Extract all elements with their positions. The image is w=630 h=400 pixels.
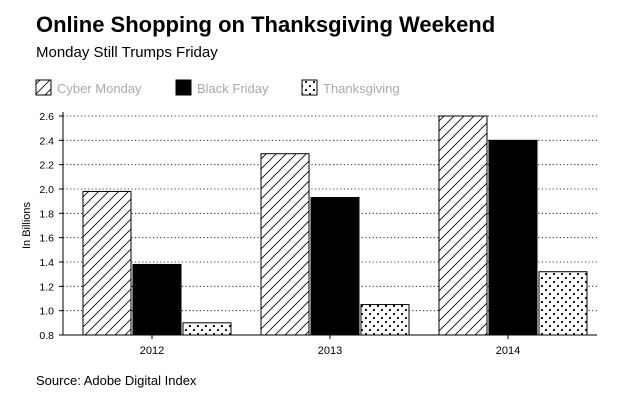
chart-legend: Cyber Monday Black Friday Thanksgiving — [35, 79, 400, 96]
bar-2012-thanksgiving — [182, 322, 232, 336]
bar-2014-black-friday — [488, 139, 538, 336]
y-axis-title: In Billions — [21, 201, 33, 249]
axes: 0.8 1.0 1.2 1.4 1.6 1.8 2.0 2.2 2.4 2.6 2012 2013 20… — [21, 111, 597, 357]
y-tick-label: 1.6 — [39, 233, 54, 245]
y-tick-label: 2.6 — [39, 111, 54, 123]
legend-swatch-black-friday — [175, 79, 192, 96]
y-tick-label: 2.0 — [39, 184, 54, 196]
x-tick-label: 2014 — [496, 345, 520, 357]
legend-label-thanksgiving: Thanksgiving — [323, 81, 400, 96]
x-tick-label: 2013 — [318, 345, 342, 357]
legend-swatch-thanksgiving — [301, 79, 318, 96]
legend-label-black-friday: Black Friday — [197, 81, 269, 96]
y-tick-label: 1.4 — [39, 257, 54, 269]
legend-label-cyber-monday: Cyber Monday — [57, 81, 142, 96]
bar-2014-cyber-monday — [438, 115, 488, 336]
y-tick-label: 1.0 — [39, 306, 54, 318]
y-tick-label: 2.4 — [39, 135, 54, 147]
bar-2014-thanksgiving — [538, 271, 588, 336]
y-tick-label: 1.2 — [39, 281, 54, 293]
y-tick-label: 2.2 — [39, 160, 54, 172]
legend-swatch-cyber-monday — [35, 79, 52, 96]
bar-2012-cyber-monday — [82, 190, 132, 336]
x-tick-label: 2012 — [140, 345, 164, 357]
source-note: Source: Adobe Digital Index — [36, 373, 197, 388]
bar-2012-black-friday — [132, 263, 182, 336]
y-tick-label: 0.8 — [39, 330, 54, 342]
bar-2013-black-friday — [310, 197, 360, 336]
chart-title: Online Shopping on Thanksgiving Weekend — [36, 12, 496, 37]
y-tick-label: 1.8 — [39, 208, 54, 220]
bar-2013-cyber-monday — [260, 153, 310, 336]
bar-2013-thanksgiving — [360, 304, 410, 336]
chart-subtitle: Monday Still Trumps Friday — [36, 44, 218, 61]
bars — [82, 115, 588, 336]
